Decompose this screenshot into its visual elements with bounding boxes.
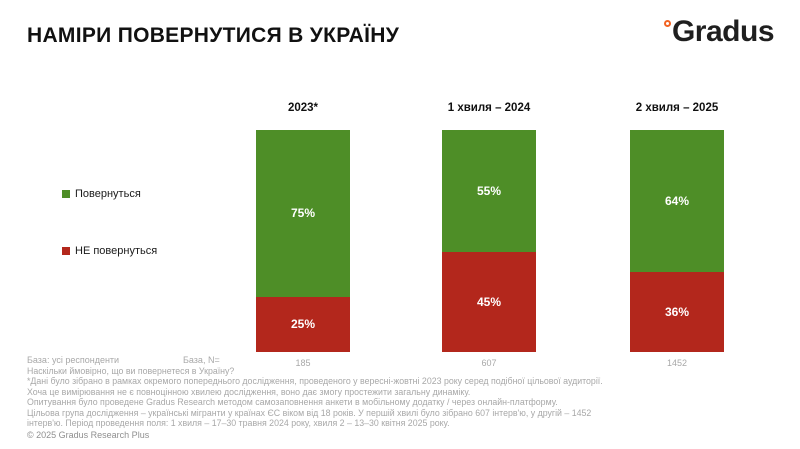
chart-column: 2023* 75% 25% 185 bbox=[256, 102, 350, 368]
footnotes: Наскільки ймовірно, що ви повернетеся в … bbox=[27, 366, 603, 429]
red-swatch-icon bbox=[62, 247, 70, 255]
logo-text: Gradus bbox=[671, 15, 775, 48]
base-n-value: 607 bbox=[481, 358, 497, 368]
copyright: © 2025 Gradus Research Plus bbox=[27, 430, 150, 440]
footnote-line: Цільова група дослідження – українські м… bbox=[27, 407, 592, 418]
legend-item-return: Повернуться bbox=[62, 188, 141, 200]
footnote-line: Хоча це вимірювання не є повноцінною хви… bbox=[27, 386, 471, 397]
stacked-bar: 64% 36% bbox=[630, 130, 724, 352]
bar-segment: 25% bbox=[256, 296, 350, 352]
legend-label-return: Повернуться bbox=[75, 188, 141, 200]
degree-icon bbox=[663, 20, 671, 27]
gradus-logo: Gradus bbox=[663, 14, 775, 50]
column-header: 2 хвиля – 2025 bbox=[635, 102, 719, 114]
bar-segment: 75% bbox=[256, 130, 350, 297]
green-swatch-icon bbox=[62, 190, 70, 198]
base-label: База: усі респонденти bbox=[27, 355, 120, 365]
base-n-label: База, N= bbox=[183, 355, 220, 365]
stacked-bar: 55% 45% bbox=[442, 130, 536, 352]
chart-column: 2 хвиля – 2025 64% 36% 1452 bbox=[630, 102, 724, 368]
bar-segment: 45% bbox=[442, 252, 536, 352]
bar-segment: 55% bbox=[442, 130, 536, 253]
base-n-value: 1452 bbox=[666, 358, 688, 368]
legend-label-not-return: НЕ повернуться bbox=[75, 245, 158, 257]
footnote-line: інтерв'ю. Період проведення поля: 1 хвил… bbox=[27, 418, 450, 429]
chart-column: 1 хвиля – 2024 55% 45% 607 bbox=[442, 102, 536, 368]
bar-segment: 64% bbox=[630, 130, 724, 273]
bar-segment: 36% bbox=[630, 272, 724, 352]
base-n-value: 185 bbox=[295, 358, 311, 368]
footnote-line: Опитування було проведене Gradus Researc… bbox=[27, 397, 558, 408]
column-header: 2023* bbox=[287, 102, 319, 114]
page-title: НАМІРИ ПОВЕРНУТИСЯ В УКРАЇНУ bbox=[27, 24, 400, 47]
legend-item-not-return: НЕ повернуться bbox=[62, 245, 157, 257]
footnote-line: Наскільки ймовірно, що ви повернетеся в … bbox=[27, 366, 235, 376]
footnote-line: *Дані було зібрано в рамках окремого поп… bbox=[27, 376, 603, 387]
column-header: 1 хвиля – 2024 bbox=[447, 102, 531, 114]
stacked-bar: 75% 25% bbox=[256, 130, 350, 352]
